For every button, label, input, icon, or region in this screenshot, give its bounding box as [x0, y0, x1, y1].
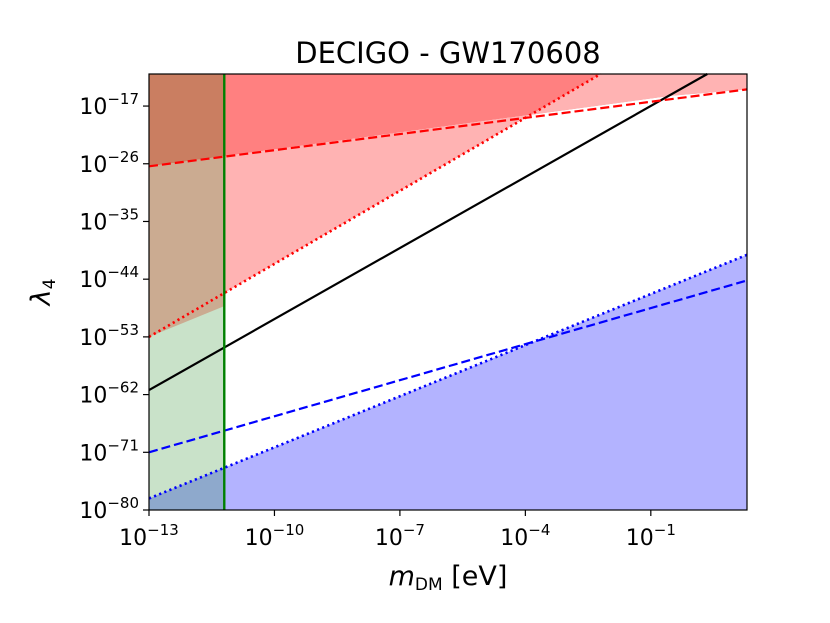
region-green-over-red: [149, 74, 225, 167]
y-tick-label: 10−62: [79, 379, 139, 409]
series-red-dashed: [148, 88, 748, 168]
y-label-symbol: λ: [26, 289, 57, 307]
x-tick-label: 10−13: [119, 521, 179, 551]
y-tick-label: 10−53: [79, 321, 139, 351]
region-green-over-pink: [149, 156, 225, 337]
y-tick-label: 10−80: [79, 494, 139, 524]
region-green-over-blue: [149, 467, 225, 510]
x-label-unit: [eV]: [443, 561, 508, 592]
x-tick-label: 10−4: [500, 521, 550, 551]
x-tick-label: 10−10: [245, 521, 305, 551]
region-blue: [149, 254, 747, 510]
chart-title: DECIGO - GW170608: [295, 36, 601, 70]
y-tick-label: 10−35: [79, 205, 139, 235]
x-tick-label: 10−7: [375, 521, 425, 551]
y-label-subscript: 4: [40, 279, 60, 290]
series-red-dotted: [148, 72, 602, 339]
x-label-symbol: m: [389, 561, 415, 592]
x-tick-label: 10−1: [626, 521, 676, 551]
y-axis-label: λ4: [26, 279, 60, 308]
shaded-regions: [149, 74, 747, 510]
data-series: [148, 72, 748, 510]
series-black-solid: [148, 73, 708, 392]
y-tick-label: 10−17: [79, 90, 139, 120]
y-tick-label: 10−71: [79, 436, 139, 466]
y-tick-label: 10−44: [79, 263, 139, 293]
x-label-subscript: DM: [415, 575, 443, 595]
region-red-light: [149, 74, 747, 337]
axis-ticks: 10−13 10−10 10−7 10−4 10−1 10−80 10−71 10−62 10−…: [79, 90, 676, 551]
y-tick-label: 10−26: [79, 148, 139, 178]
axes-frame: [148, 73, 748, 511]
x-axis-label: mDM [eV]: [389, 561, 508, 595]
